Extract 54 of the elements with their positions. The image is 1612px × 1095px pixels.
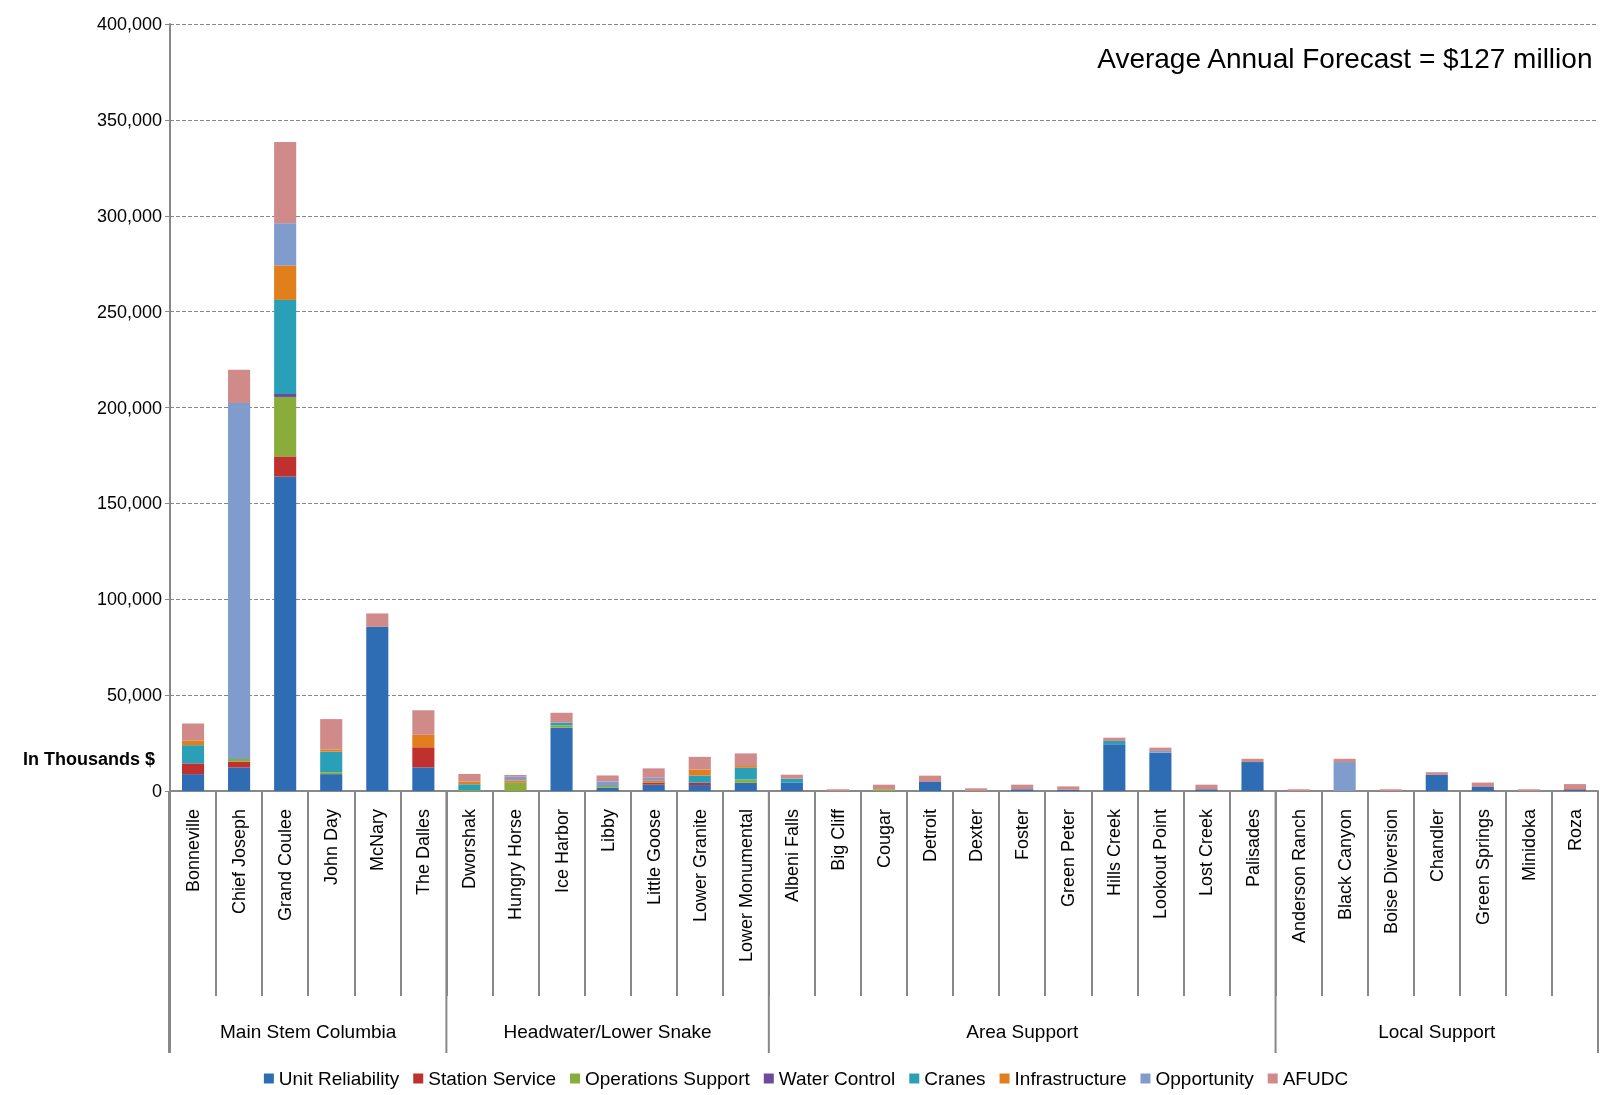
legend-label: AFUDC bbox=[1282, 1068, 1349, 1089]
x-tick-label: Minidoka bbox=[1518, 808, 1539, 882]
x-tick-label: Dexter bbox=[966, 808, 987, 863]
text: Main Stem Columbia bbox=[220, 1020, 397, 1042]
x-tick-label: Green Springs bbox=[1472, 809, 1493, 926]
x-tick-label: Anderson Ranch bbox=[1288, 809, 1309, 944]
x-tick-label: Chandler bbox=[1426, 809, 1447, 883]
x-tick-label: The Dalles bbox=[413, 809, 434, 896]
x-tick-label: Chief Joseph bbox=[229, 809, 250, 915]
x-tick-label: Dworshak bbox=[459, 808, 480, 890]
x-tick-label: Hungry Horse bbox=[505, 809, 526, 921]
x-tick-label: Boise Diversion bbox=[1380, 809, 1401, 935]
x-tick-label: Bonneville bbox=[183, 809, 204, 893]
legend-label: Unit Reliability bbox=[278, 1068, 400, 1089]
text: Area Support bbox=[966, 1020, 1079, 1042]
x-tick-label: Green Peter bbox=[1058, 809, 1079, 908]
legend-label: Infrastructure bbox=[1014, 1068, 1127, 1089]
y-tick-label: 200,000 bbox=[96, 397, 162, 418]
annotation: Average Annual Forecast = $127 million bbox=[1097, 42, 1593, 74]
legend-label: Station Service bbox=[428, 1068, 557, 1089]
x-tick-label: Roza bbox=[1564, 808, 1585, 852]
x-tick-label: Libby bbox=[597, 809, 618, 853]
x-tick-label: Lost Creek bbox=[1196, 808, 1217, 897]
y-axis-title: In Thousands $ bbox=[23, 749, 156, 769]
x-tick-label: Cougar bbox=[874, 809, 894, 869]
legend-label: Water Control bbox=[778, 1068, 896, 1089]
y-tick-label: 50,000 bbox=[106, 685, 162, 706]
y-tick-label: 0 bbox=[151, 781, 162, 801]
y-tick-label: 100,000 bbox=[96, 589, 162, 610]
x-tick-label: Lower Monumental bbox=[735, 809, 756, 963]
y-tick-label: 300,000 bbox=[96, 205, 162, 226]
legend-label: Opportunity bbox=[1155, 1068, 1255, 1089]
y-tick-label: 400,000 bbox=[96, 14, 162, 34]
x-tick-label: Lookout Point bbox=[1150, 809, 1171, 920]
x-tick-label: John Day bbox=[321, 809, 342, 886]
x-tick-label: Big Cliff bbox=[827, 808, 848, 871]
y-tick-label: 150,000 bbox=[96, 493, 162, 514]
legend-label: Cranes bbox=[924, 1068, 986, 1089]
text: Headwater/Lower Snake bbox=[503, 1020, 712, 1042]
x-tick-label: Little Goose bbox=[643, 809, 664, 906]
x-tick-label: Grand Coulee bbox=[275, 809, 296, 922]
text: Local Support bbox=[1378, 1020, 1497, 1042]
x-tick-label: Ice Harbor bbox=[551, 809, 572, 894]
legend-label: Operations Support bbox=[585, 1068, 751, 1089]
x-tick-label: Lower Granite bbox=[689, 809, 710, 923]
x-tick-label: Black Canyon bbox=[1334, 809, 1355, 921]
x-tick-label: Foster bbox=[1012, 809, 1033, 861]
y-tick-label: 250,000 bbox=[96, 301, 162, 322]
x-tick-label: Hills Creek bbox=[1104, 808, 1125, 897]
x-tick-label: McNary bbox=[367, 809, 388, 871]
x-tick-label: Palisades bbox=[1242, 809, 1263, 888]
x-tick-label: Detroit bbox=[920, 809, 941, 863]
x-tick-label: Albeni Falls bbox=[781, 809, 802, 903]
y-tick-label: 350,000 bbox=[96, 109, 162, 130]
